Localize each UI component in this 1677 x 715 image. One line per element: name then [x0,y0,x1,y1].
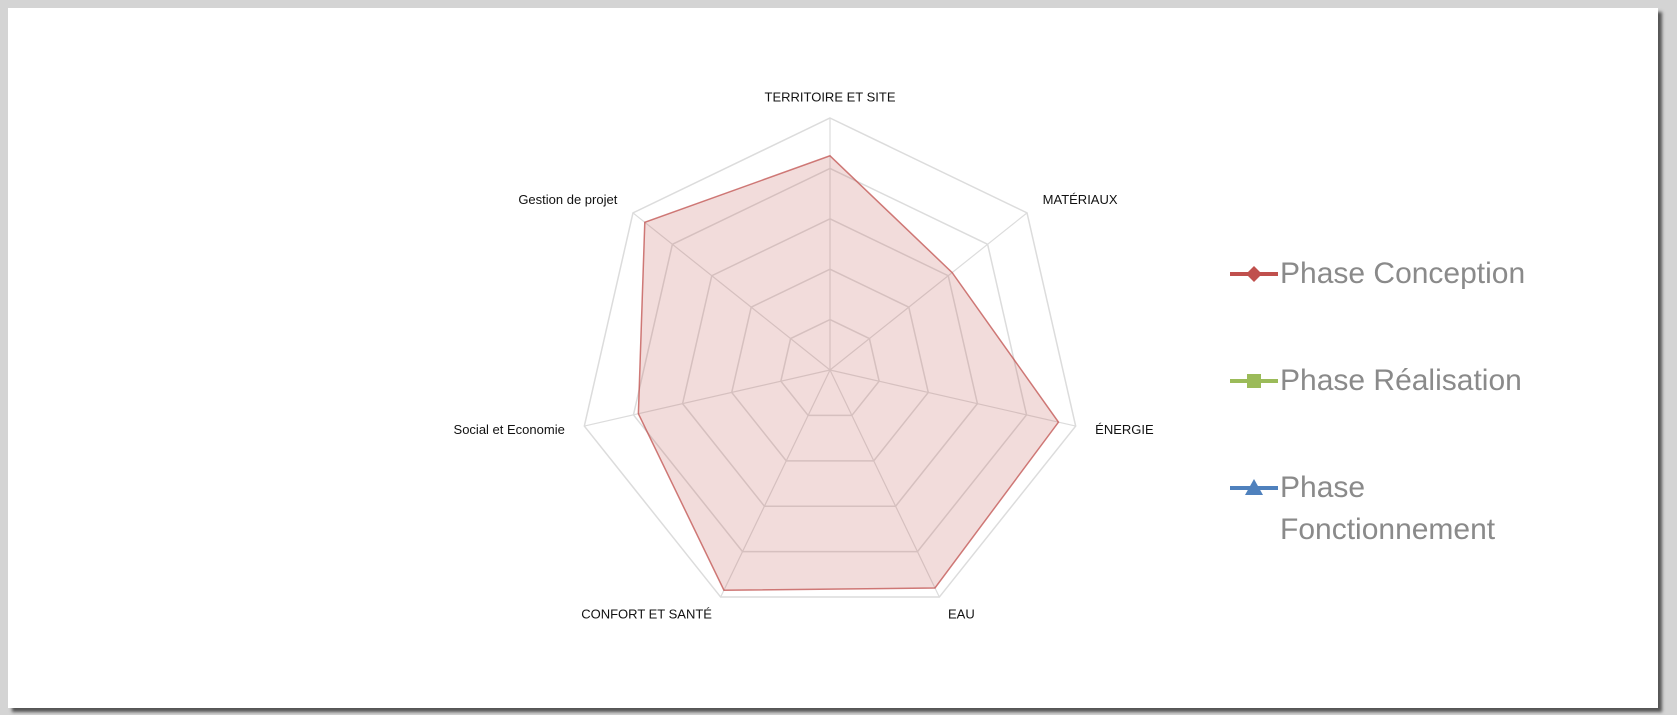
legend-label: Phase Réalisation [1280,364,1522,397]
axis-label: CONFORT ET SANTÉ [581,607,712,622]
spoke [720,369,831,598]
grid-ring [632,167,1028,553]
legend-label: Phase Conception [1280,257,1526,290]
grid-ring [780,318,880,417]
legend-marker [1230,374,1278,388]
spoke [584,369,831,427]
legend-marker [1230,266,1278,282]
grid-ring [681,217,979,507]
legend-symbol [1246,266,1262,282]
grid-ring [730,268,930,462]
legend-marker [1230,479,1278,495]
axis-label: ÉNERGIE [1095,422,1154,437]
page: TERRITOIRE ET SITE MATÉRIAUX ÉNERGIE EAU CON… [8,8,1658,708]
chart: TERRITOIRE ET SITE MATÉRIAUX ÉNERGIE EAU CON… [454,89,1154,622]
grid-ring [583,117,1077,598]
axis-label: Gestion de projet [518,192,617,207]
spoke [829,369,1076,427]
legend-item: Phase Fonctionnement [1228,467,1538,551]
legend-symbol [1245,479,1263,495]
spoke [829,369,940,598]
legend-item: Phase Réalisation [1228,360,1538,402]
axis-label: MATÉRIAUX [1043,192,1118,207]
legend-item: Phase Conception [1228,253,1538,295]
axis-label: EAU [948,607,975,622]
axis-label: TERRITOIRE ET SITE [765,89,896,104]
axis-label: Social et Economie [454,422,565,437]
legend-symbol [1247,374,1261,388]
legend-label: Phase Fonctionnement [1280,471,1496,546]
spoke [829,212,1028,371]
series-area [637,154,1060,591]
spoke [632,212,831,371]
